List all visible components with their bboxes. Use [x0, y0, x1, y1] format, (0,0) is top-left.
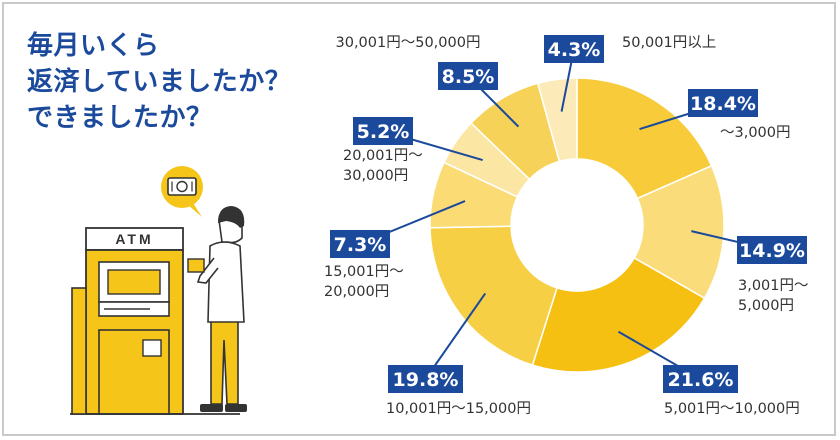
category-label: 30,000円: [343, 168, 408, 184]
category-label: 50,001円以上: [622, 34, 716, 51]
category-label: 20,001円〜: [343, 148, 423, 164]
donut-slice: [576, 77, 713, 200]
category-label: 20,000円: [324, 284, 389, 300]
category-label: 15,001円〜: [324, 264, 404, 280]
percent-label-box: [388, 365, 463, 393]
donut-slice: [536, 77, 578, 163]
category-label: 5,000円: [738, 298, 794, 314]
category-label: 〜3,000円: [720, 125, 791, 141]
percent-label-box: [438, 62, 498, 90]
leader-line: [424, 292, 487, 380]
percent-label-box: [353, 117, 413, 145]
percent-label: 18.4%: [690, 93, 756, 115]
atm-machine-icon: ATM: [70, 227, 240, 415]
title-line-1: 毎月いくら: [27, 31, 160, 61]
percent-label: 19.8%: [393, 369, 459, 391]
percent-label-box: [688, 89, 758, 117]
category-label: 30,001円〜50,000円: [336, 35, 481, 51]
chart-title: 毎月いくら 返済していましたか？ できましたか？: [27, 28, 291, 136]
percent-label-box: [663, 365, 738, 393]
atm-sign: ATM: [115, 231, 153, 247]
percent-label: 5.2%: [357, 121, 410, 143]
donut-slices: [429, 77, 725, 373]
category-label: 5,001円〜10,000円: [664, 401, 800, 417]
percent-label: 21.6%: [668, 369, 734, 391]
percent-label: 8.5%: [442, 66, 495, 88]
percent-label: 7.3%: [334, 234, 387, 256]
percent-label: 4.3%: [548, 39, 601, 61]
category-label: 10,001円〜15,000円: [386, 401, 531, 417]
donut-slice: [531, 256, 706, 373]
percent-label-box: [544, 35, 604, 63]
title-line-2: 返済していましたか？: [27, 67, 292, 97]
person-icon: [187, 206, 247, 412]
slice-labels: 18.4% 〜3,000円 14.9% 3,001円〜 5,000円 21.6% 5,001…: [324, 34, 809, 417]
percent-label: 14.9%: [739, 240, 805, 262]
title-line-3: できましたか？: [27, 103, 213, 133]
money-bubble-icon: [161, 166, 203, 217]
percent-label-box: [737, 236, 807, 264]
percent-label-box: [330, 230, 390, 258]
category-label: 3,001円〜: [738, 278, 809, 294]
figure-frame: [2, 2, 836, 436]
donut-slice: [429, 225, 558, 367]
